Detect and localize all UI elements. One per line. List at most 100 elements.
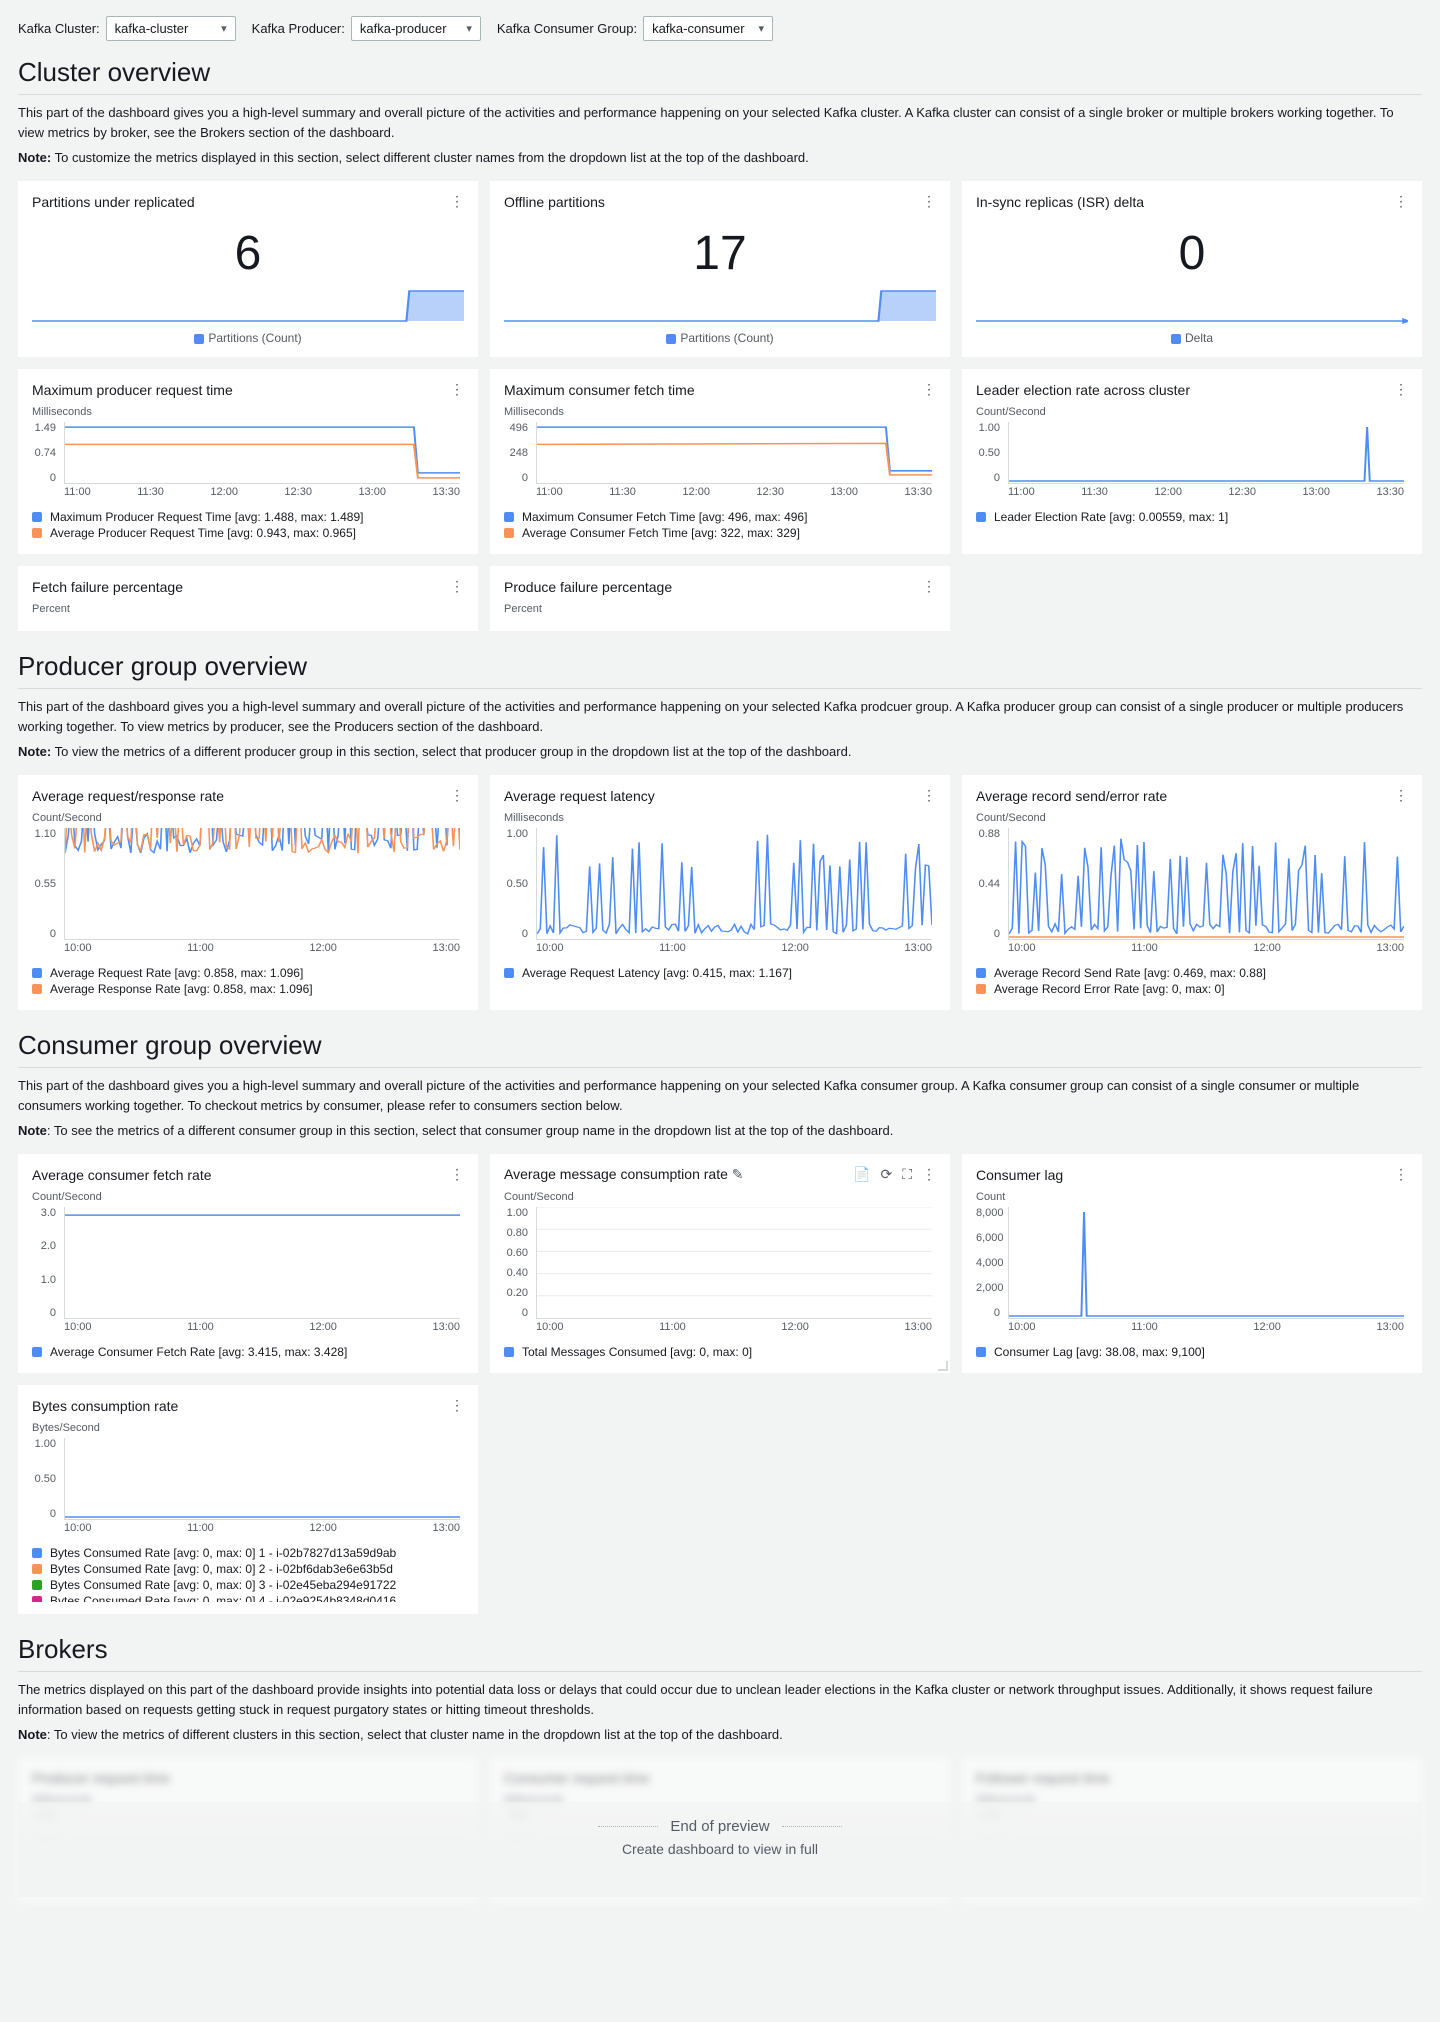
y-axis-unit: Milliseconds [504, 406, 936, 418]
legend-item: Bytes Consumed Rate [avg: 0, max: 0] 1 -… [32, 1546, 464, 1560]
panel-title: Fetch failure percentage [32, 579, 183, 595]
legend-item: Average Producer Request Time [avg: 0.94… [32, 526, 464, 540]
legend-item: Leader Election Rate [avg: 0.00559, max:… [976, 510, 1408, 524]
brokers-note: Note: To view the metrics of different c… [18, 1727, 1422, 1742]
more-icon[interactable]: ⋮ [450, 381, 464, 398]
consumer-overview-title: Consumer group overview [18, 1030, 1422, 1068]
cluster-overview-note: Note: To customize the metrics displayed… [18, 150, 1422, 165]
panel-produce-failure: Produce failure percentage ⋮ Percent [490, 566, 950, 631]
panel-avg-fetch-rate: Average consumer fetch rate ⋮ Count/Seco… [18, 1154, 478, 1373]
y-axis-unit: Milliseconds [32, 406, 464, 418]
more-icon[interactable]: ⋮ [450, 578, 464, 595]
expand-icon[interactable]: ⛶ [902, 1166, 912, 1183]
panel-offline-partitions: Offline partitions ⋮ 17 Partitions (Coun… [490, 181, 950, 357]
filter-consumer-label: Kafka Consumer Group: [497, 21, 637, 36]
more-icon[interactable]: ⋮ [1394, 787, 1408, 804]
more-icon[interactable]: ⋮ [922, 381, 936, 398]
refresh-icon[interactable]: ⟳ [880, 1166, 892, 1183]
panel-title: Leader election rate across cluster [976, 382, 1190, 398]
y-axis-unit: Count/Second [504, 1191, 936, 1203]
legend-item: Bytes Consumed Rate [avg: 0, max: 0] 4 -… [32, 1594, 464, 1602]
y-axis-unit: Count/Second [32, 812, 464, 824]
legend-item: Maximum Producer Request Time [avg: 1.48… [32, 510, 464, 524]
legend-item: Average Request Latency [avg: 0.415, max… [504, 966, 936, 980]
panel-bytes-rate: Bytes consumption rate ⋮ Bytes/Second 1.… [18, 1385, 478, 1614]
producer-overview-desc: This part of the dashboard gives you a h… [18, 697, 1422, 736]
more-icon[interactable]: ⋮ [922, 193, 936, 210]
panel-title: Average record send/error rate [976, 788, 1167, 804]
panel-avg-msg-rate: Average message consumption rate ✎ 📄 ⟳ ⛶… [490, 1154, 950, 1373]
resize-handle[interactable] [938, 1361, 948, 1371]
legend-item: Bytes Consumed Rate [avg: 0, max: 0] 2 -… [32, 1562, 464, 1576]
panel-title: In-sync replicas (ISR) delta [976, 194, 1144, 210]
y-axis-unit: Percent [32, 603, 464, 615]
legend-item: Total Messages Consumed [avg: 0, max: 0] [504, 1345, 936, 1359]
legend-item: Consumer Lag [avg: 38.08, max: 9,100] [976, 1345, 1408, 1359]
panel-partitions-under-replicated: Partitions under replicated ⋮ 6 Partitio… [18, 181, 478, 357]
big-number: 0 [976, 218, 1408, 285]
panel-avg-request-latency: Average request latency ⋮ Milliseconds 1… [490, 775, 950, 1010]
panel-title: Maximum producer request time [32, 382, 233, 398]
panel-isr-delta: In-sync replicas (ISR) delta ⋮ 0 Delta [962, 181, 1422, 357]
y-axis-unit: Count [976, 1191, 1408, 1203]
panel-max-producer-time: Maximum producer request time ⋮ Millisec… [18, 369, 478, 554]
panel-title: Produce failure percentage [504, 579, 672, 595]
legend-item: Average Consumer Fetch Rate [avg: 3.415,… [32, 1345, 464, 1359]
big-number: 17 [504, 218, 936, 285]
cluster-overview-title: Cluster overview [18, 57, 1422, 95]
panel-title: Consumer lag [976, 1167, 1063, 1183]
legend-item: Average Record Send Rate [avg: 0.469, ma… [976, 966, 1408, 980]
consumer-overview-desc: This part of the dashboard gives you a h… [18, 1076, 1422, 1115]
panel-consumer-lag: Consumer lag ⋮ Count 8,0006,0004,0002,00… [962, 1154, 1422, 1373]
panel-title: Average consumer fetch rate [32, 1167, 212, 1183]
panel-title: Average request/response rate [32, 788, 224, 804]
legend-item: Average Record Error Rate [avg: 0, max: … [976, 982, 1408, 996]
panel-fetch-failure: Fetch failure percentage ⋮ Percent [18, 566, 478, 631]
legend-item: Bytes Consumed Rate [avg: 0, max: 0] 3 -… [32, 1578, 464, 1592]
filter-bar: Kafka Cluster: kafka-cluster Kafka Produ… [18, 16, 1422, 41]
more-icon[interactable]: ⋮ [1394, 1166, 1408, 1183]
filter-producer-label: Kafka Producer: [252, 21, 345, 36]
pencil-icon[interactable]: ✎ [732, 1166, 744, 1182]
filter-producer-select[interactable]: kafka-producer [351, 16, 481, 41]
more-icon[interactable]: ⋮ [1394, 193, 1408, 210]
more-icon[interactable]: ⋮ [450, 787, 464, 804]
cluster-overview-desc: This part of the dashboard gives you a h… [18, 103, 1422, 142]
preview-end-label: End of preview [18, 1818, 1422, 1835]
more-icon[interactable]: ⋮ [450, 1166, 464, 1183]
more-icon[interactable]: ⋮ [922, 578, 936, 595]
filter-cluster-label: Kafka Cluster: [18, 21, 100, 36]
y-axis-unit: Count/Second [976, 406, 1408, 418]
panel-title: Average message consumption rate ✎ [504, 1166, 744, 1183]
panel-avg-request-rate: Average request/response rate ⋮ Count/Se… [18, 775, 478, 1010]
big-number: 6 [32, 218, 464, 285]
consumer-overview-note: Note: To see the metrics of a different … [18, 1123, 1422, 1138]
preview-overlay: End of preview Create dashboard to view … [18, 1802, 1422, 1897]
preview-sub-label: Create dashboard to view in full [18, 1841, 1422, 1857]
filter-cluster-select[interactable]: kafka-cluster [106, 16, 236, 41]
brokers-desc: The metrics displayed on this part of th… [18, 1680, 1422, 1719]
more-icon[interactable]: ⋮ [1394, 381, 1408, 398]
more-icon[interactable]: ⋮ [450, 1397, 464, 1414]
y-axis-unit: Count/Second [976, 812, 1408, 824]
panel-title: Maximum consumer fetch time [504, 382, 695, 398]
panel-avg-record-rate: Average record send/error rate ⋮ Count/S… [962, 775, 1422, 1010]
producer-overview-note: Note: To view the metrics of a different… [18, 744, 1422, 759]
panel-title: Partitions under replicated [32, 194, 195, 210]
legend-item: Average Response Rate [avg: 0.858, max: … [32, 982, 464, 996]
panel-max-consumer-time: Maximum consumer fetch time ⋮ Millisecon… [490, 369, 950, 554]
y-axis-unit: Bytes/Second [32, 1422, 464, 1434]
producer-overview-title: Producer group overview [18, 651, 1422, 689]
y-axis-unit: Milliseconds [504, 812, 936, 824]
more-icon[interactable]: ⋮ [922, 1166, 936, 1183]
more-icon[interactable]: ⋮ [922, 787, 936, 804]
y-axis-unit: Percent [504, 603, 936, 615]
copy-icon[interactable]: 📄 [853, 1166, 870, 1183]
legend-item: Average Consumer Fetch Time [avg: 322, m… [504, 526, 936, 540]
y-axis-unit: Count/Second [32, 1191, 464, 1203]
panel-title: Bytes consumption rate [32, 1398, 178, 1414]
filter-consumer-select[interactable]: kafka-consumer [643, 16, 773, 41]
panel-leader-election: Leader election rate across cluster ⋮ Co… [962, 369, 1422, 554]
panel-title: Average request latency [504, 788, 655, 804]
more-icon[interactable]: ⋮ [450, 193, 464, 210]
